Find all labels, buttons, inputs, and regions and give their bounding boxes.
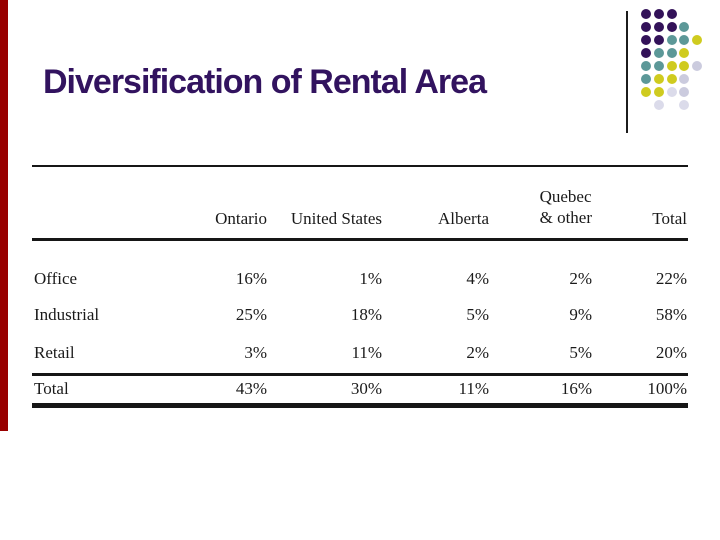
cell-industrial-quebec-other: 9% — [569, 305, 592, 324]
cell-retail-united-states: 11% — [351, 343, 382, 363]
cell-total-total: 100% — [647, 379, 687, 398]
row-label-office: Office — [34, 269, 78, 288]
dot — [653, 9, 664, 19]
cell-industrial-united-states: 18% — [350, 305, 382, 324]
dot — [692, 35, 703, 46]
col-header-ontario: Ontario — [215, 208, 267, 228]
rental-area-table: Ontario United States Alberta Quebec & o… — [32, 165, 688, 408]
cell-office-total: 22% — [655, 269, 687, 288]
dot — [653, 35, 664, 46]
dot — [653, 87, 664, 98]
table-header-row: Ontario United States Alberta Quebec & o… — [32, 166, 688, 239]
dot — [641, 74, 651, 85]
dot — [666, 48, 677, 59]
col-header-united-states: United States — [290, 208, 382, 228]
dot — [666, 74, 677, 85]
quebec-other-header-block: Quebec & other — [540, 187, 592, 228]
dot — [641, 35, 651, 46]
row-label-industrial: Industrial — [34, 305, 100, 324]
dot — [666, 35, 677, 46]
dot — [679, 48, 690, 59]
quebec-header-line1: Quebec — [539, 187, 592, 207]
col-header-alberta: Alberta — [438, 208, 489, 228]
dot — [679, 74, 690, 85]
cell-industrial-alberta: 5% — [466, 305, 489, 324]
dot — [653, 61, 664, 72]
dot — [679, 100, 690, 111]
table-row-office: Office 16% 1% 4% 2% 22% — [32, 239, 688, 296]
table-row-industrial: Industrial 25% 18% 5% 9% 58% — [32, 296, 688, 334]
dot — [653, 100, 664, 111]
dot — [641, 48, 651, 59]
cell-total-ontario: 43% — [235, 379, 267, 398]
row-label-retail: Retail — [34, 343, 75, 363]
dot — [666, 9, 677, 19]
dot — [666, 87, 677, 98]
dot — [641, 87, 651, 98]
col-header-total: Total — [652, 208, 687, 228]
dot — [653, 74, 664, 85]
cell-retail-quebec-other: 5% — [569, 343, 592, 363]
left-accent-bar — [0, 0, 8, 431]
dot — [641, 61, 651, 72]
table-row-retail: Retail 3% 11% 2% 5% 20% — [32, 334, 688, 374]
dot — [653, 22, 664, 33]
dot — [666, 22, 677, 33]
cell-office-ontario: 16% — [235, 269, 267, 288]
dot — [679, 35, 690, 46]
row-label-total: Total — [34, 379, 69, 398]
corner-cell — [32, 166, 162, 239]
dot — [679, 87, 690, 98]
dot — [641, 22, 651, 33]
cell-retail-alberta: 2% — [466, 343, 489, 363]
cell-industrial-ontario: 25% — [235, 305, 267, 324]
cell-retail-ontario: 3% — [244, 343, 267, 363]
slide-title: Diversification of Rental Area — [43, 63, 487, 101]
cell-total-united-states: 30% — [350, 379, 382, 398]
cell-industrial-total: 58% — [655, 305, 687, 324]
dot — [679, 22, 690, 33]
dot — [653, 48, 664, 59]
quebec-header-line2: & other — [539, 207, 592, 227]
cell-office-united-states: 1% — [359, 269, 382, 288]
vertical-divider-line — [626, 11, 628, 133]
cell-office-quebec-other: 2% — [569, 269, 592, 288]
cell-office-alberta: 4% — [466, 269, 489, 288]
cell-retail-total: 20% — [655, 343, 687, 363]
dot — [679, 61, 690, 72]
dot — [692, 61, 703, 72]
cell-total-alberta: 11% — [458, 379, 489, 398]
dot — [641, 9, 651, 19]
table-row-total: Total 43% 30% 11% 16% 100% — [32, 374, 688, 405]
col-header-quebec-other: Quebec & other — [490, 166, 593, 239]
dot-grid-decoration — [641, 9, 717, 119]
dot — [666, 61, 677, 72]
cell-total-quebec-other: 16% — [560, 379, 592, 398]
